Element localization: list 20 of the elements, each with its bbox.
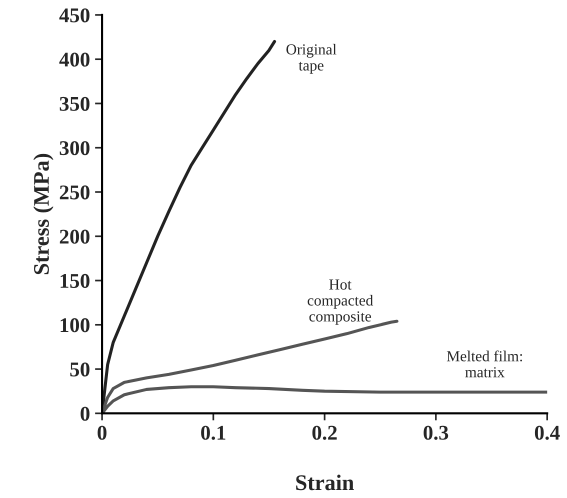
y-tick-label: 100: [60, 318, 90, 332]
annotation: Original tape: [286, 44, 336, 74]
y-tick-label: 450: [59, 8, 90, 22]
annotation: Hot compacted composite: [308, 279, 374, 325]
y-tick-label: 400: [59, 52, 90, 67]
x-tick-label: 0.2: [312, 426, 337, 440]
x-tick-label: 0.1: [201, 426, 226, 440]
y-tick-label: 50: [70, 362, 90, 377]
y-tick-label: 150: [60, 274, 90, 288]
y-tick-label: 0: [80, 406, 90, 421]
annotation: Melted film: matrix: [446, 350, 522, 378]
x-tick-label: 0: [98, 426, 106, 440]
x-tick-label: 0.3: [424, 426, 448, 440]
y-tick-label: 200: [60, 230, 90, 244]
y-axis-title: Stress (MPa): [33, 154, 54, 274]
x-tick-label: 0.4: [534, 426, 560, 440]
y-tick-label: 250: [60, 185, 90, 200]
x-axis-title: Strain: [296, 474, 354, 490]
y-tick-label: 300: [60, 141, 90, 156]
y-tick-label: 350: [60, 96, 90, 111]
